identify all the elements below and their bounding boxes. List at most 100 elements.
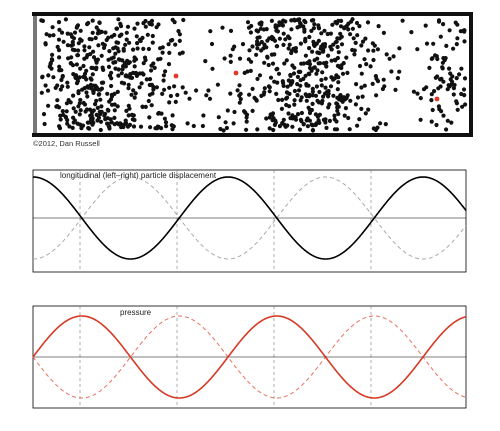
particle [439,109,444,114]
particle [339,42,345,47]
particle [149,63,154,68]
displacement-label: longitudinal (left–right) particle displ… [60,171,217,180]
particle [46,73,51,78]
particle [76,91,81,96]
displacement-gridlines [79,170,372,272]
particle [148,125,153,130]
tracer-particle [434,96,440,102]
particle [170,127,175,132]
particle [328,31,333,36]
particle [359,106,364,111]
particle [65,118,70,123]
tube-right-wall [469,12,473,137]
particle [133,71,138,76]
particle [298,78,303,83]
particle [275,29,280,34]
particle [126,113,131,118]
particle [132,26,137,31]
particle [312,58,317,63]
particle [281,31,286,36]
particle [262,86,267,91]
particle [298,21,303,26]
particle [316,26,322,31]
particle [362,83,367,88]
particle [93,35,98,41]
particle [159,126,164,131]
particle [307,65,313,71]
particle [304,98,309,103]
particle [307,110,313,116]
particle [360,94,365,99]
particle [116,122,121,127]
particle [132,95,137,100]
particle [277,36,282,41]
particle [90,18,95,23]
particle [362,57,367,62]
particle [140,104,145,109]
particle [89,37,94,42]
particle [329,75,334,80]
particle [99,53,104,58]
particle [65,43,70,48]
particle [280,23,285,28]
particle [139,81,144,86]
particle [451,92,456,97]
particle [285,90,290,95]
particle [352,48,357,53]
particle [107,49,112,54]
particle [187,96,192,101]
particle [245,20,251,25]
particle [201,113,206,118]
particle [323,120,328,125]
particle [433,75,438,80]
particle [160,50,165,55]
particle [326,53,331,58]
particle [461,28,466,33]
particle [345,70,350,75]
particle [120,58,125,63]
particle [240,42,246,47]
particle [121,48,126,53]
particle [382,84,387,89]
particle [248,30,253,35]
particle [266,84,271,89]
particle [166,62,172,67]
particle [433,53,438,58]
particle [175,92,180,98]
particle [320,70,325,75]
particle [113,51,118,56]
particle [315,98,320,103]
particle [296,88,302,93]
particle [280,121,285,126]
particle [161,78,166,83]
particle [269,18,274,23]
particle [81,100,86,106]
particle [150,40,155,45]
particle [64,101,69,106]
particle [94,98,99,103]
particle [51,75,56,80]
particle [106,64,112,69]
particle [156,110,161,116]
particle [224,125,229,131]
particle [126,86,131,91]
particle [290,124,295,129]
particle [134,34,139,39]
particle [301,122,306,127]
particle [438,34,443,39]
particle [78,28,83,33]
particle [312,22,317,27]
particle [50,52,55,58]
particle [329,58,334,63]
particle [339,18,344,23]
particle [324,125,329,130]
particle [288,82,293,87]
particle [250,86,255,91]
particle [235,88,240,93]
particle [115,104,120,109]
particle [280,97,285,102]
particle [336,50,341,55]
particle [324,60,329,65]
particle [72,118,77,123]
particle [289,27,294,32]
